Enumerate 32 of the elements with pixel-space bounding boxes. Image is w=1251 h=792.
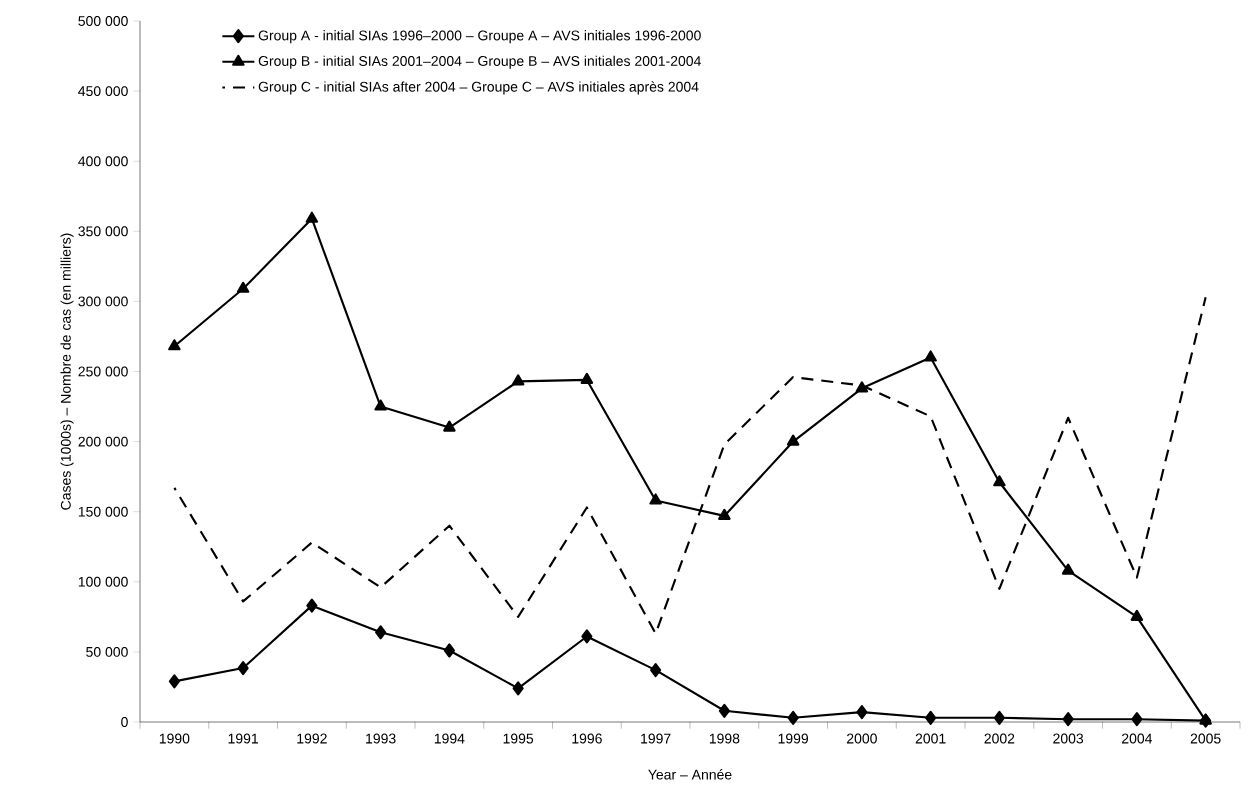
y-tick-label: 300 000 — [78, 296, 128, 307]
y-tick-label: 400 000 — [78, 156, 128, 167]
x-tick-label: 2004 — [1122, 733, 1153, 744]
y-tick-label: 450 000 — [78, 86, 128, 97]
y-tick-label: 350 000 — [78, 226, 128, 237]
y-tick-label: 250 000 — [78, 366, 128, 377]
x-tick-label: 1995 — [503, 733, 534, 744]
x-tick-label: 1997 — [641, 733, 671, 744]
y-tick-label: 50 000 — [86, 646, 128, 657]
x-tick-label: 2000 — [847, 733, 877, 744]
x-axis-title: Year – Année — [648, 769, 732, 780]
x-tick-label: 1999 — [778, 733, 809, 744]
y-tick-label: 100 000 — [78, 576, 128, 587]
x-tick-label: 1990 — [159, 733, 190, 744]
y-tick-label: 200 000 — [78, 436, 128, 447]
x-tick-label: 1994 — [434, 733, 465, 744]
x-tick-label: 1993 — [366, 733, 396, 744]
legend-label: Group A - initial SIAs 1996–2000 – Groupe A – AVS initiales 1996-2000 — [258, 30, 701, 44]
x-tick-label: 1996 — [572, 733, 602, 744]
x-tick-label: 1998 — [709, 733, 740, 744]
legend-label: Group C - initial SIAs after 2004 – Groupe C – AVS initiales après 2004 — [258, 81, 699, 95]
x-tick-label: 1992 — [297, 733, 327, 744]
x-tick-label: 2005 — [1190, 733, 1221, 744]
x-tick-label: 1991 — [228, 733, 258, 744]
legend-label: Group B - initial SIAs 2001–2004 – Groupe B – AVS initiales 2001-2004 — [258, 55, 701, 69]
y-tick-label: 150 000 — [78, 506, 128, 517]
x-tick-label: 2003 — [1053, 733, 1084, 744]
x-tick-label: 2002 — [984, 733, 1015, 744]
y-tick-label: 0 — [121, 717, 128, 727]
x-tick-label: 2001 — [915, 733, 946, 744]
y-tick-label: 500 000 — [78, 16, 128, 26]
y-axis-title: Cases (1000s) – Nombre de cas (en milliers) — [60, 233, 74, 510]
